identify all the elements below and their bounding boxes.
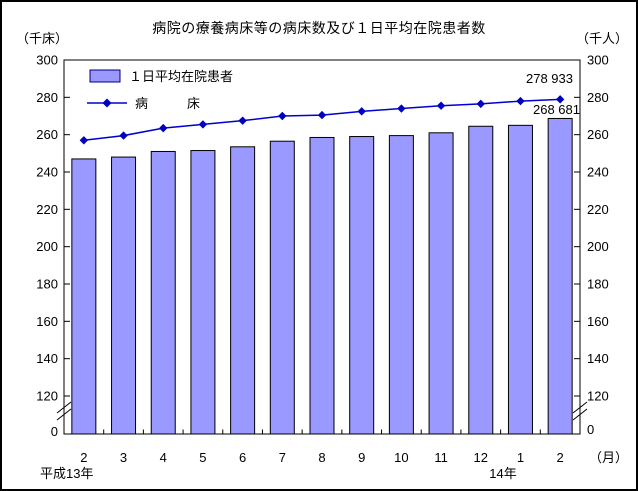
- legend-bar-swatch: [89, 69, 121, 83]
- bar-series: [71, 117, 573, 435]
- month-unit-label: （月）: [589, 450, 628, 465]
- left-tick-label-140: 140: [36, 351, 58, 366]
- left-tick-label-160: 160: [36, 314, 58, 329]
- right-zero-label: 0: [587, 422, 594, 437]
- right-tick-label-300: 300: [587, 53, 609, 68]
- month-label-0: 2: [80, 450, 87, 465]
- month-label-4: 6: [239, 450, 246, 465]
- bar-month-6: [230, 146, 256, 435]
- line-marker-month-2: [555, 95, 565, 104]
- bar-month-2: [71, 158, 97, 435]
- legend-line-label: 病 床: [135, 96, 200, 111]
- line-marker-month-7: [278, 111, 287, 121]
- chart-title: 病院の療養病床等の病床数及び１日平均在院患者数: [152, 20, 486, 36]
- left-tick-label-180: 180: [36, 277, 58, 292]
- line-marker-month-12: [476, 99, 485, 109]
- line-marker-month-4: [159, 123, 168, 133]
- bar-last-value-label: 268 681: [533, 102, 580, 117]
- line-marker-month-5: [198, 120, 208, 129]
- line-marker-month-8: [317, 110, 327, 120]
- legend: １日平均在院患者 病 床: [87, 69, 233, 111]
- right-tick-label-200: 200: [587, 239, 609, 254]
- bar-month-3: [111, 156, 137, 435]
- era-right-label: 14年: [489, 466, 516, 481]
- month-label-2: 4: [160, 450, 167, 465]
- line-marker-month-1: [516, 96, 525, 106]
- left-tick-label-220: 220: [36, 202, 58, 217]
- bar-month-1: [507, 124, 533, 435]
- left-axis-unit: （千床）: [16, 31, 69, 46]
- legend-bar-label: １日平均在院患者: [129, 69, 233, 84]
- line-last-value-label: 278 933: [526, 71, 573, 86]
- left-zero-label: 0: [51, 424, 58, 439]
- bar-month-8: [309, 136, 335, 435]
- month-label-12: 2: [557, 450, 564, 465]
- right-tick-label-260: 260: [587, 127, 609, 142]
- bar-month-12: [468, 125, 494, 435]
- bar-month-10: [388, 135, 414, 435]
- month-label-6: 8: [318, 450, 325, 465]
- line-marker-month-11: [436, 101, 446, 110]
- bar-month-9: [349, 136, 375, 435]
- right-tick-label-220: 220: [587, 202, 609, 217]
- left-tick-label-280: 280: [36, 90, 58, 105]
- line-series: [79, 95, 565, 145]
- left-tick-label-240: 240: [36, 165, 58, 180]
- right-tick-label-240: 240: [587, 165, 609, 180]
- plot-border: [63, 59, 581, 435]
- right-tick-label-280: 280: [587, 90, 609, 105]
- bar-month-11: [428, 132, 454, 435]
- month-label-9: 11: [434, 450, 448, 465]
- left-tick-label-120: 120: [36, 389, 58, 404]
- right-tick-label-120: 120: [587, 389, 609, 404]
- left-tick-label-200: 200: [36, 239, 58, 254]
- month-label-11: 1: [517, 450, 524, 465]
- month-label-3: 5: [199, 450, 206, 465]
- bar-month-2: [547, 117, 573, 435]
- month-label-5: 7: [279, 450, 286, 465]
- right-tick-label-160: 160: [587, 314, 609, 329]
- bar-month-4: [150, 150, 176, 435]
- right-tick-label-140: 140: [587, 351, 609, 366]
- month-label-10: 12: [474, 450, 488, 465]
- bar-month-7: [269, 140, 295, 435]
- left-tick-label-260: 260: [36, 127, 58, 142]
- line-marker-month-9: [357, 107, 366, 116]
- right-tick-label-180: 180: [587, 277, 609, 292]
- right-axis-unit: （千人）: [575, 31, 628, 46]
- line-marker-month-10: [397, 104, 406, 113]
- month-label-7: 9: [358, 450, 365, 465]
- line-marker-month-2: [79, 136, 89, 145]
- left-tick-label-300: 300: [36, 53, 58, 68]
- line-marker-month-3: [119, 131, 128, 140]
- era-left-label: 平成13年: [40, 466, 93, 481]
- legend-line-marker-icon: [102, 98, 112, 108]
- month-label-1: 3: [120, 450, 127, 465]
- bar-month-5: [190, 150, 216, 435]
- month-label-8: 10: [394, 450, 408, 465]
- line-marker-month-6: [238, 116, 247, 125]
